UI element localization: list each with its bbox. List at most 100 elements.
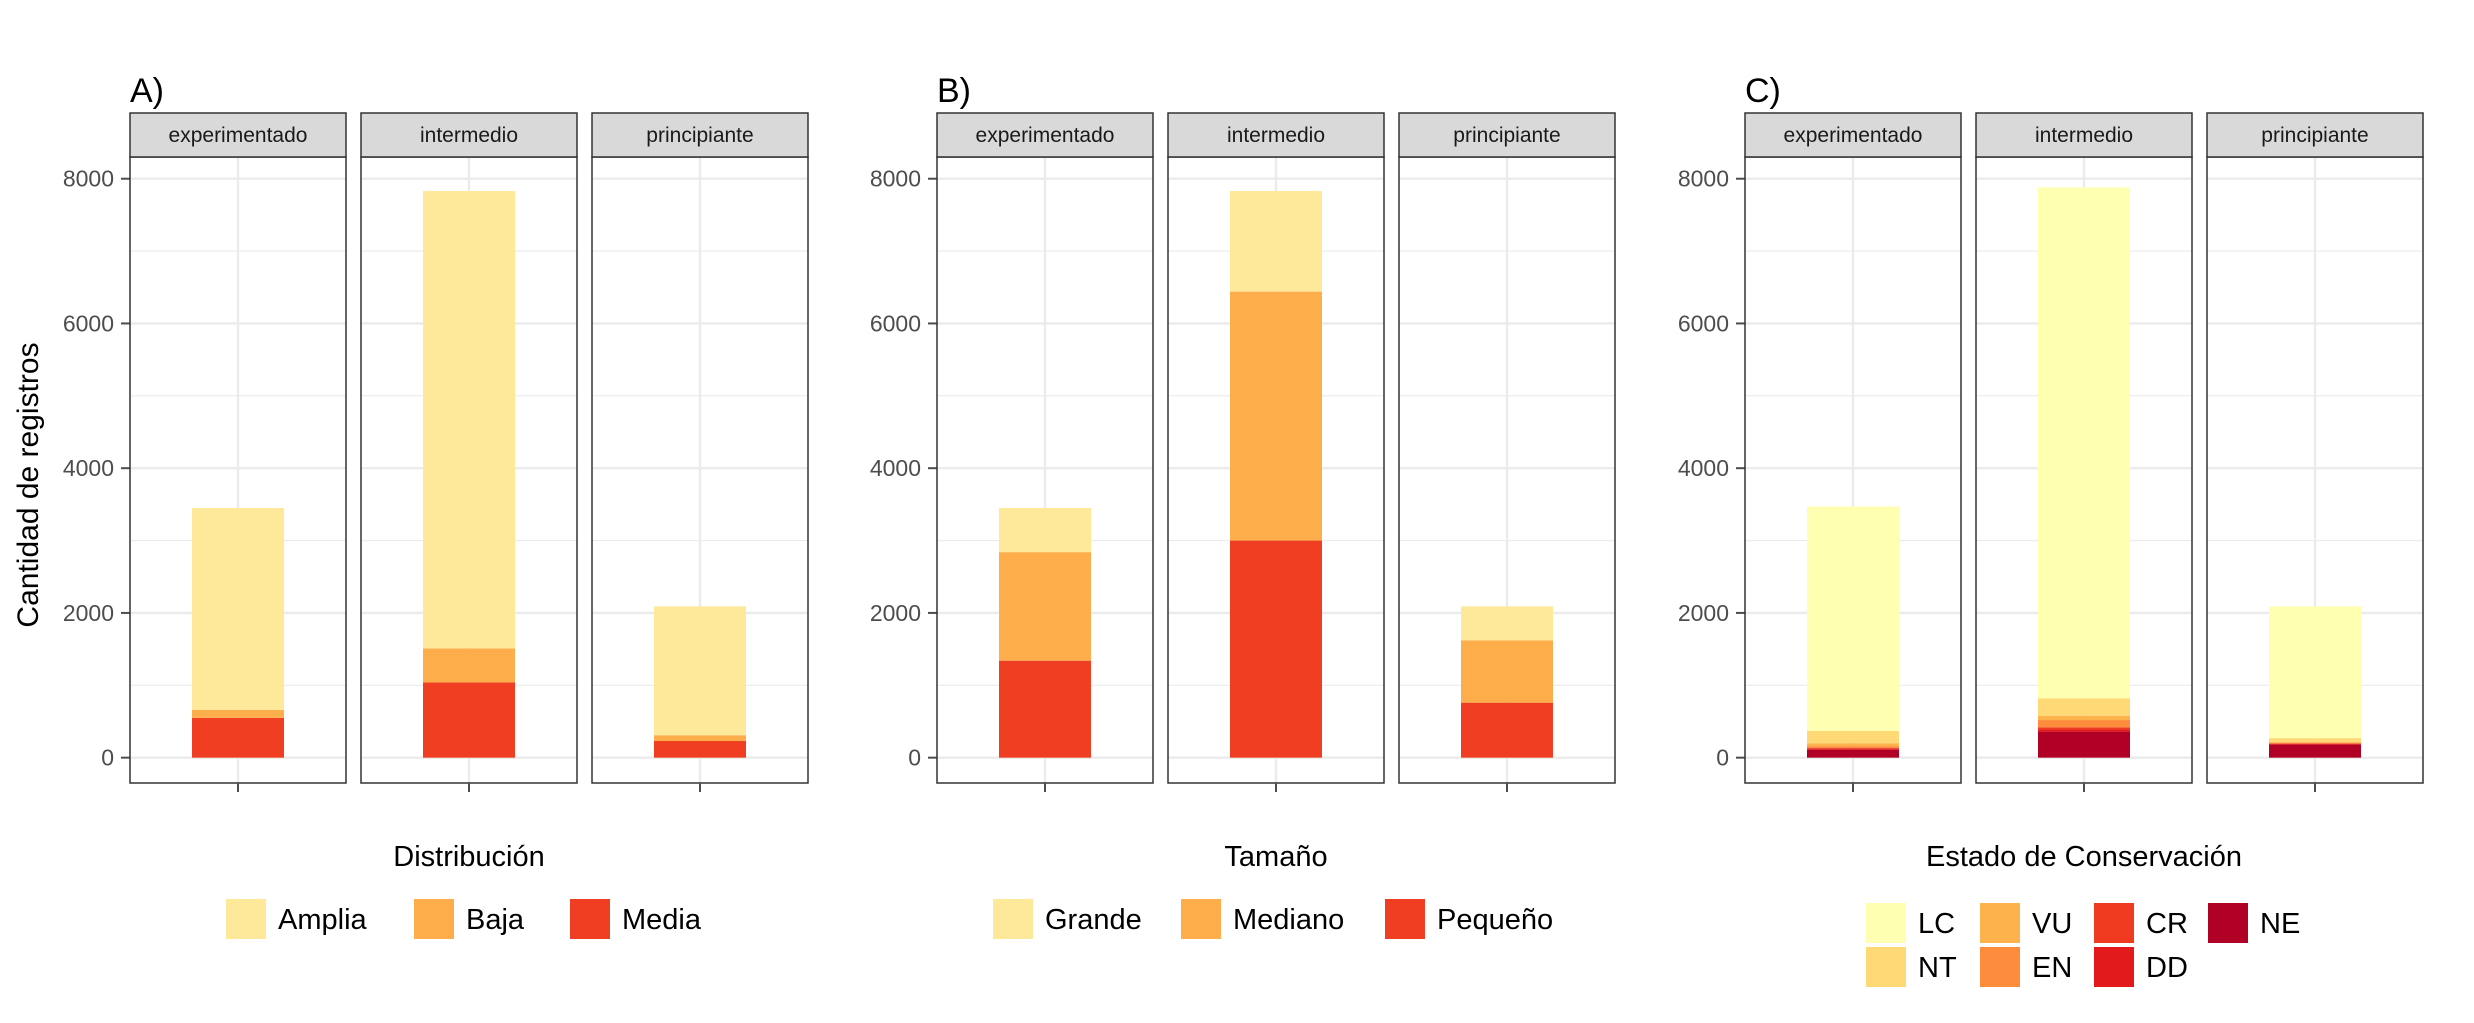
bar-segment-amplia xyxy=(423,191,515,649)
y-tick-label: 0 xyxy=(1716,745,1729,771)
panel-tag: B) xyxy=(937,72,971,110)
facet-strip xyxy=(129,112,347,158)
bar-segment-media xyxy=(423,682,515,758)
legend-title: Estado de Conservación xyxy=(1926,841,2242,873)
legend-key-grande xyxy=(993,899,1033,939)
bar-segment-dd xyxy=(1807,748,1899,750)
y-tick-label: 6000 xyxy=(870,310,921,336)
legend-key-nt xyxy=(1866,947,1906,987)
legend: Estado de Conservación LC NT VU EN CR DD NE xyxy=(1866,841,2300,987)
facet-strip-label: principiante xyxy=(1453,124,1560,147)
bar-segment-ne xyxy=(2269,744,2361,758)
legend-label: DD xyxy=(2146,952,2188,984)
chart-b: B) 0 2000 4000 6000 8000 experimentado intermed… xyxy=(870,72,1616,939)
bar-segment-mediano xyxy=(1461,640,1553,703)
facet-strip-label: intermedio xyxy=(1227,124,1325,147)
panel-tag: A) xyxy=(130,72,164,110)
legend-label: LC xyxy=(1918,908,1955,940)
legend-key-lc xyxy=(1866,903,1906,943)
chart-a: A) 0 2000 4000 6000 8000 experimentado intermed… xyxy=(63,72,809,939)
legend-key-dd xyxy=(2094,947,2134,987)
y-tick-label: 4000 xyxy=(870,455,921,481)
legend-key-vu xyxy=(1980,903,2020,943)
bar-segment-en xyxy=(2269,742,2361,744)
y-tick-label: 8000 xyxy=(870,166,921,192)
facet-panel-intermedio: intermedio xyxy=(1975,112,2193,792)
legend-key-amplia xyxy=(226,899,266,939)
legend-label: NE xyxy=(2260,908,2300,940)
bar-segment-grande xyxy=(1230,191,1322,292)
legend-title: Distribución xyxy=(393,841,545,873)
y-tick-label: 2000 xyxy=(63,600,114,626)
facet-panel-principiante: principiante xyxy=(2206,112,2424,792)
legend-label: VU xyxy=(2032,908,2072,940)
y-tick-label: 4000 xyxy=(63,455,114,481)
legend-label: Amplia xyxy=(278,904,368,936)
y-axis-label: Cantidad de registros xyxy=(12,342,45,627)
chart-c: C) 0 2000 4000 6000 8000 experimentado intermed… xyxy=(1678,72,2424,987)
y-tick-label: 6000 xyxy=(63,310,114,336)
facet-strip xyxy=(1975,112,2193,158)
facet-strip-label: experimentado xyxy=(1784,124,1923,147)
bar-segment-lc xyxy=(2269,606,2361,739)
bar-segment-amplia xyxy=(192,507,284,710)
bar-segment-nt xyxy=(2038,698,2130,716)
facet-panel-principiante: principiante xyxy=(1398,112,1616,792)
facet-strip-label: experimentado xyxy=(169,124,308,147)
y-tick-label: 0 xyxy=(101,745,114,771)
bar-segment-baja xyxy=(654,735,746,742)
bar-segment-amplia xyxy=(654,606,746,736)
bar-segment-grande xyxy=(1461,606,1553,641)
bar-segment-mediano xyxy=(999,552,1091,661)
y-tick-label: 6000 xyxy=(1678,310,1729,336)
facet-strip xyxy=(2206,112,2424,158)
bar-segment-vu xyxy=(1807,743,1899,747)
y-tick-label: 8000 xyxy=(63,166,114,192)
bar-segment-lc xyxy=(2038,187,2130,699)
legend-key-pequeño xyxy=(1385,899,1425,939)
bar-segment-en xyxy=(2038,720,2130,728)
bar-segment-media xyxy=(654,741,746,758)
facet-strip-label: principiante xyxy=(646,124,753,147)
facet-strip xyxy=(360,112,578,158)
bar-segment-grande xyxy=(999,507,1091,553)
bar-segment-pequeño xyxy=(999,660,1091,758)
facet-strip-label: intermedio xyxy=(420,124,518,147)
legend-label: EN xyxy=(2032,952,2072,984)
legend-label: Pequeño xyxy=(1437,904,1553,936)
legend-label: CR xyxy=(2146,908,2188,940)
y-tick-label: 8000 xyxy=(1678,166,1729,192)
y-tick-label: 4000 xyxy=(1678,455,1729,481)
facet-panel-intermedio: intermedio xyxy=(360,112,578,792)
bar-segment-cr xyxy=(1807,747,1899,749)
chart-groups: A) 0 2000 4000 6000 8000 experimentado intermed… xyxy=(63,72,2424,987)
panel-tag: C) xyxy=(1745,72,1781,110)
bar-segment-en xyxy=(1807,746,1899,748)
bar-segment-ne xyxy=(2038,731,2130,758)
legend-key-baja xyxy=(414,899,454,939)
facet-strip-label: principiante xyxy=(2261,124,2368,147)
bar-segment-pequeño xyxy=(1230,540,1322,758)
y-tick-label: 2000 xyxy=(1678,600,1729,626)
bar-segment-dd xyxy=(2038,729,2130,732)
legend-title: Tamaño xyxy=(1224,841,1327,873)
facet-panel-experimentado: experimentado xyxy=(936,112,1154,792)
facet-strip xyxy=(591,112,809,158)
legend-key-en xyxy=(1980,947,2020,987)
legend-label: NT xyxy=(1918,952,1957,984)
legend-label: Mediano xyxy=(1233,904,1344,936)
legend-key-media xyxy=(570,899,610,939)
facet-panel-experimentado: experimentado xyxy=(129,112,347,792)
bar-segment-baja xyxy=(192,709,284,718)
facet-strip xyxy=(1398,112,1616,158)
y-tick-label: 0 xyxy=(908,745,921,771)
facet-strip-label: intermedio xyxy=(2035,124,2133,147)
bar-segment-nt xyxy=(2269,738,2361,742)
bar-segment-cr xyxy=(2038,727,2130,730)
y-tick-label: 2000 xyxy=(870,600,921,626)
facet-panel-intermedio: intermedio xyxy=(1167,112,1385,792)
bar-segment-media xyxy=(192,717,284,758)
bar-segment-lc xyxy=(1807,506,1899,731)
legend-key-ne xyxy=(2208,903,2248,943)
